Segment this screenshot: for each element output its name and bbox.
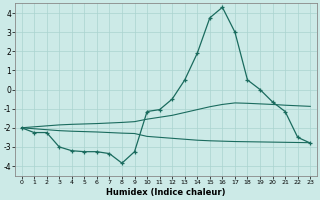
X-axis label: Humidex (Indice chaleur): Humidex (Indice chaleur): [106, 188, 226, 197]
